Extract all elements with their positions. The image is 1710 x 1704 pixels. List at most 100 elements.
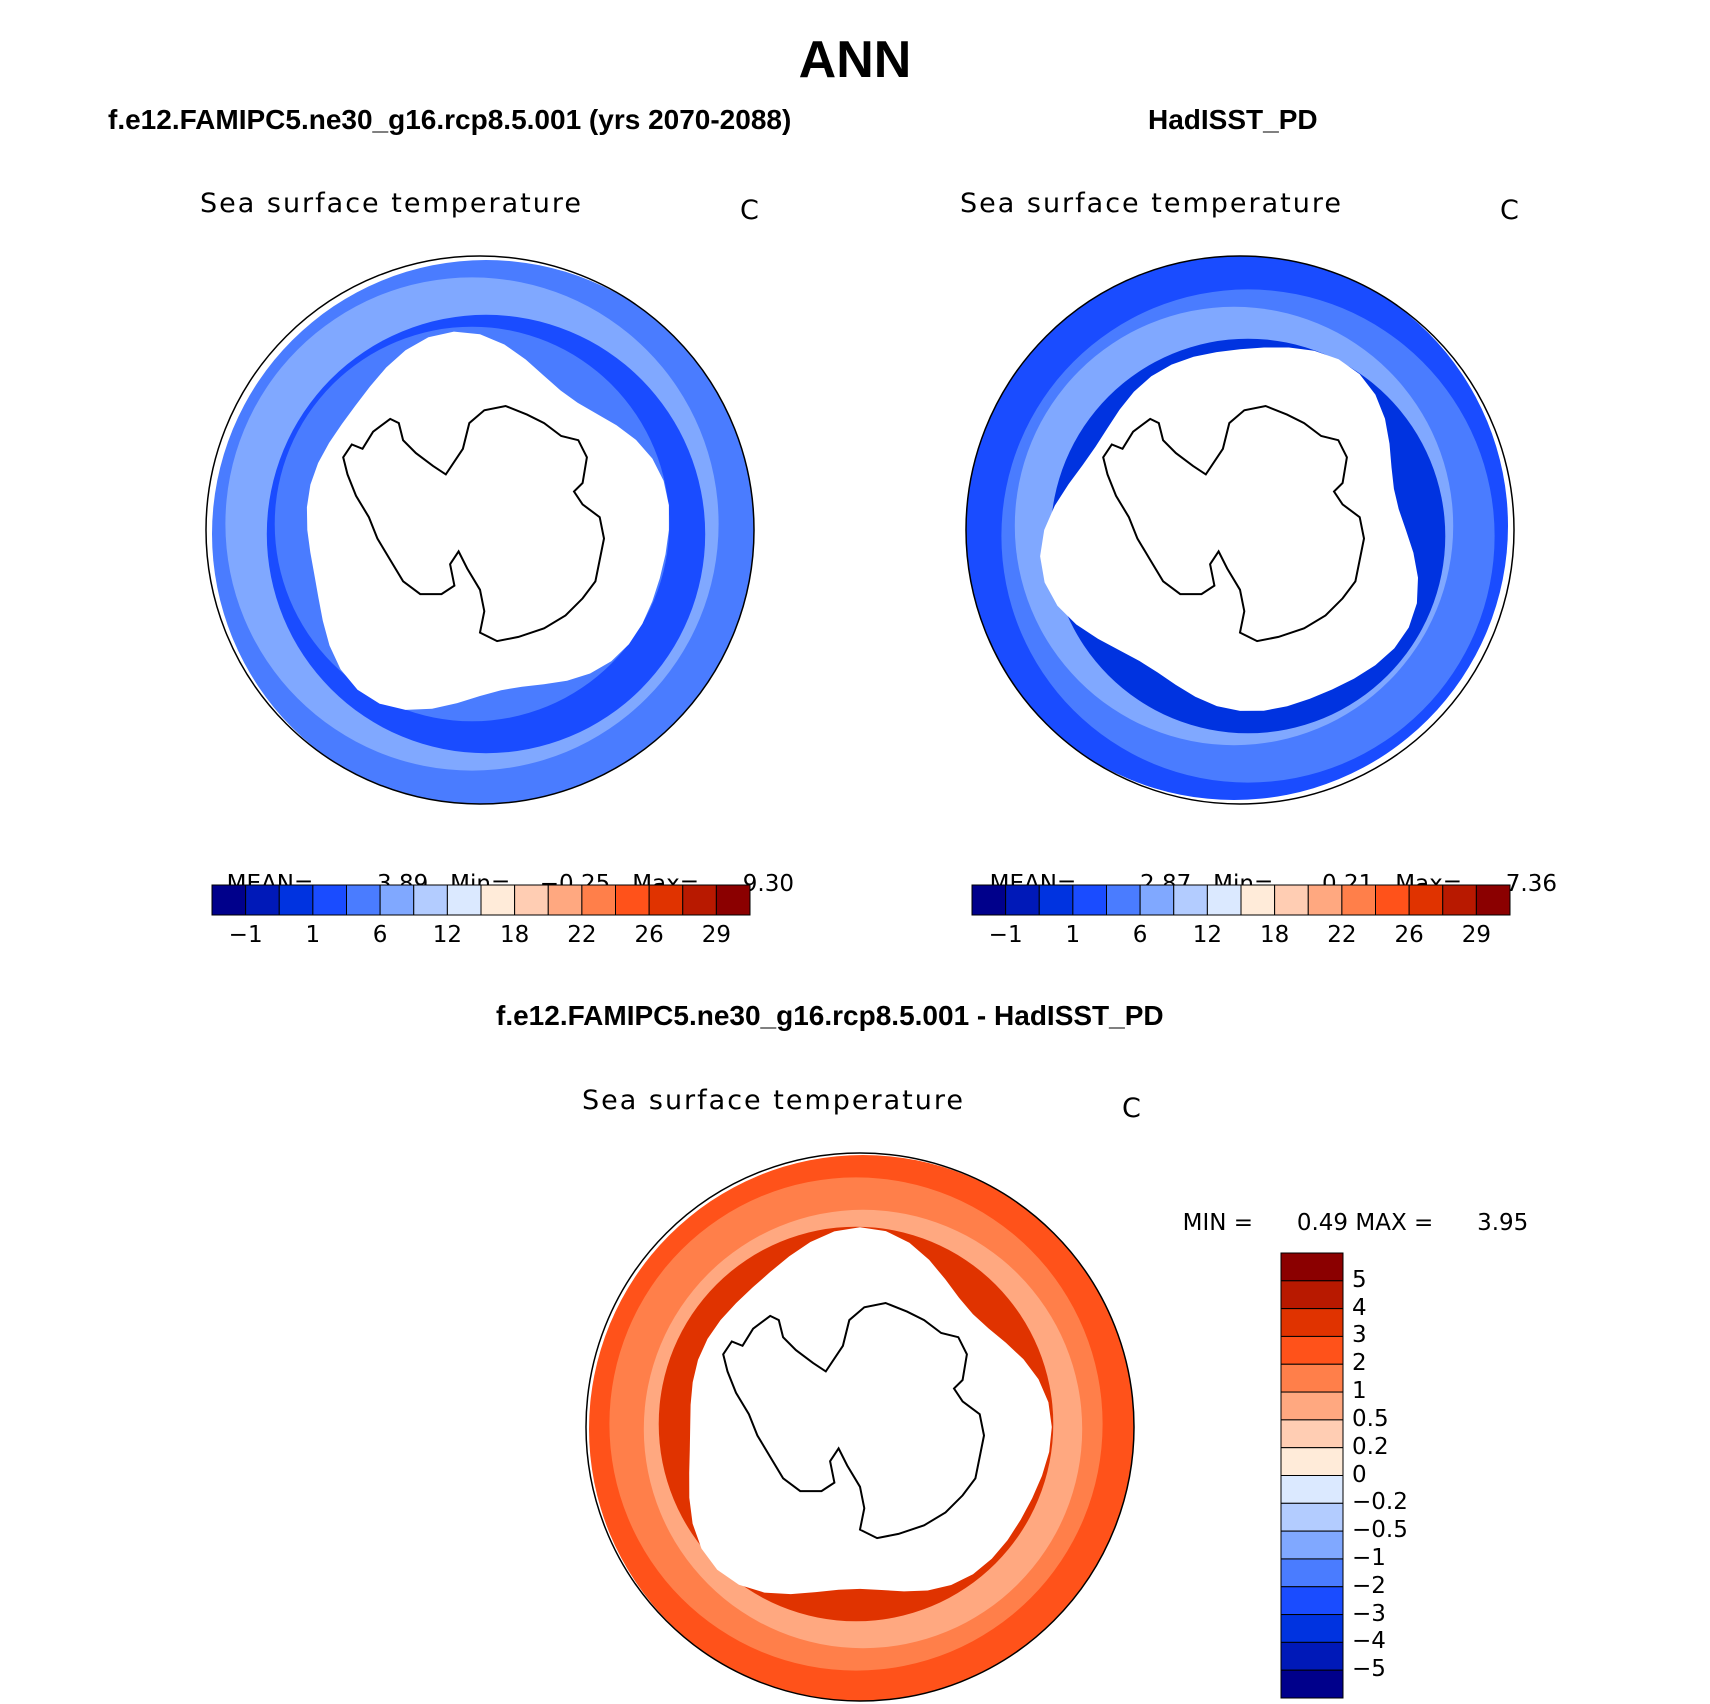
colorbar-swatch	[514, 884, 549, 916]
colorbar-swatch	[1475, 884, 1511, 916]
case-title-diff: f.e12.FAMIPC5.ne30_g16.rcp8.5.001 - HadI…	[496, 1000, 1164, 1031]
colorbar-swatch	[1408, 884, 1444, 916]
colorbar-tick-label: 1	[1065, 922, 1081, 948]
colorbar-swatch	[1280, 1502, 1344, 1532]
sst-map-model	[205, 255, 755, 805]
colorbar-swatch	[1280, 1530, 1344, 1560]
variable-title-model: Sea surface temperature	[200, 188, 583, 219]
colorbar-tick-label: 0	[1352, 1461, 1367, 1488]
sst-map-diff	[585, 1152, 1135, 1702]
colorbar-swatch	[648, 884, 684, 916]
colorbar-swatch	[715, 884, 751, 916]
colorbar-swatch	[1280, 1308, 1344, 1337]
colorbar-swatch	[1274, 884, 1309, 916]
colorbar-model	[211, 884, 751, 916]
units-model: C	[740, 195, 759, 226]
colorbar-tick-label: −1	[988, 922, 1023, 948]
colorbar-swatch	[245, 884, 280, 916]
colorbar-ticks-obs: −1 1 6 12 18 22 26 29	[972, 922, 1510, 952]
colorbar-obs	[971, 884, 1511, 916]
colorbar-swatch	[1072, 884, 1107, 916]
colorbar-swatch	[1280, 1558, 1344, 1588]
colorbar-tick-label: −0.5	[1352, 1517, 1408, 1544]
colorbar-swatch	[1038, 884, 1074, 916]
map-border	[205, 255, 755, 805]
colorbar-swatch	[1341, 884, 1376, 916]
colorbar-swatch	[1106, 884, 1141, 916]
colorbar-swatch	[1280, 1391, 1344, 1421]
colorbar-swatch	[1280, 1669, 1344, 1699]
colorbar-tick-label: −3	[1352, 1600, 1386, 1627]
colorbar-tick-label: 5	[1352, 1266, 1367, 1293]
colorbar-swatch	[1280, 1447, 1344, 1476]
map-border	[965, 255, 1515, 805]
colorbar-swatch	[1280, 1252, 1344, 1282]
colorbar-swatch	[1173, 884, 1208, 916]
figure-title: ANN	[798, 31, 912, 89]
colorbar-tick-label: 6	[372, 922, 388, 948]
colorbar-tick-label: 2	[1352, 1350, 1367, 1377]
colorbar-swatch	[1280, 1363, 1344, 1393]
colorbar-swatch	[682, 884, 717, 916]
colorbar-swatch	[1280, 1419, 1344, 1449]
antarctica-coastline	[722, 1301, 986, 1540]
colorbar-swatch	[1280, 1586, 1344, 1616]
colorbar-swatch	[1139, 884, 1175, 916]
colorbar-swatch	[1375, 884, 1410, 916]
colorbar-tick-label: −1	[228, 922, 263, 948]
colorbar-tick-label: 29	[1461, 922, 1492, 948]
colorbar-tick-label: 1	[305, 922, 321, 948]
antarctica-coastline	[342, 404, 606, 643]
colorbar-tick-label: −0.2	[1352, 1489, 1408, 1516]
colorbar-swatch	[278, 884, 314, 916]
case-title-model: f.e12.FAMIPC5.ne30_g16.rcp8.5.001 (yrs 2…	[108, 104, 792, 135]
colorbar-tick-label: −5	[1352, 1656, 1386, 1683]
colorbar-tick-label: 6	[1132, 922, 1148, 948]
colorbar-swatch	[1280, 1280, 1344, 1310]
units-obs: C	[1500, 195, 1519, 226]
units-diff: C	[1122, 1093, 1141, 1124]
sst-map-obs	[965, 255, 1515, 805]
colorbar-swatch	[971, 884, 1007, 916]
colorbar-tick-label: 26	[1394, 922, 1424, 948]
colorbar-swatch	[1005, 884, 1040, 916]
variable-title-diff: Sea surface temperature	[582, 1085, 965, 1116]
colorbar-tick-label: 18	[499, 922, 530, 948]
colorbar-swatch	[581, 884, 616, 916]
colorbar-tick-label: 0.5	[1352, 1405, 1389, 1432]
colorbar-swatch	[547, 884, 583, 916]
colorbar-swatch	[346, 884, 381, 916]
variable-title-obs: Sea surface temperature	[960, 188, 1343, 219]
colorbar-ticks-diff: 5 4 3 2 1 0.5 0.2 0 −0.2 −0.5 −1 −2 −3 −4 −5	[1352, 1253, 1452, 1698]
colorbar-tick-label: 12	[1192, 922, 1223, 948]
colorbar-swatch	[1280, 1614, 1344, 1643]
colorbar-swatch	[1307, 884, 1343, 916]
max-value: 3.95	[1477, 1210, 1529, 1236]
min-value: 0.49	[1296, 1210, 1349, 1236]
colorbar-tick-label: 12	[432, 922, 463, 948]
colorbar-swatch	[1240, 884, 1276, 916]
colorbar-tick-label: 0.2	[1352, 1433, 1389, 1460]
colorbar-tick-label: −2	[1352, 1572, 1386, 1599]
colorbar-tick-label: 4	[1352, 1294, 1367, 1321]
max-value: 9.30	[742, 871, 795, 897]
colorbar-swatch	[312, 884, 347, 916]
colorbar-tick-label: 22	[1327, 922, 1357, 948]
max-label: MAX =	[1355, 1210, 1434, 1236]
colorbar-swatch	[379, 884, 415, 916]
colorbar-swatch	[1280, 1641, 1344, 1671]
colorbar-swatch	[480, 884, 516, 916]
colorbar-swatch	[1280, 1475, 1344, 1504]
min-label: MIN =	[1182, 1210, 1254, 1236]
stats-diff: MIN = 0.49 MAX = 3.95	[1168, 1184, 1529, 1236]
colorbar-swatch	[413, 884, 448, 916]
colorbar-tick-label: −1	[1352, 1544, 1386, 1571]
colorbar-swatch	[446, 884, 482, 916]
colorbar-swatch	[1442, 884, 1477, 916]
colorbar-tick-label: 1	[1352, 1378, 1367, 1405]
colorbar-swatch	[1206, 884, 1242, 916]
case-title-obs: HadISST_PD	[1148, 104, 1318, 135]
colorbar-tick-label: 22	[567, 922, 597, 948]
colorbar-tick-label: −4	[1352, 1628, 1386, 1655]
antarctica-coastline	[1102, 404, 1366, 643]
